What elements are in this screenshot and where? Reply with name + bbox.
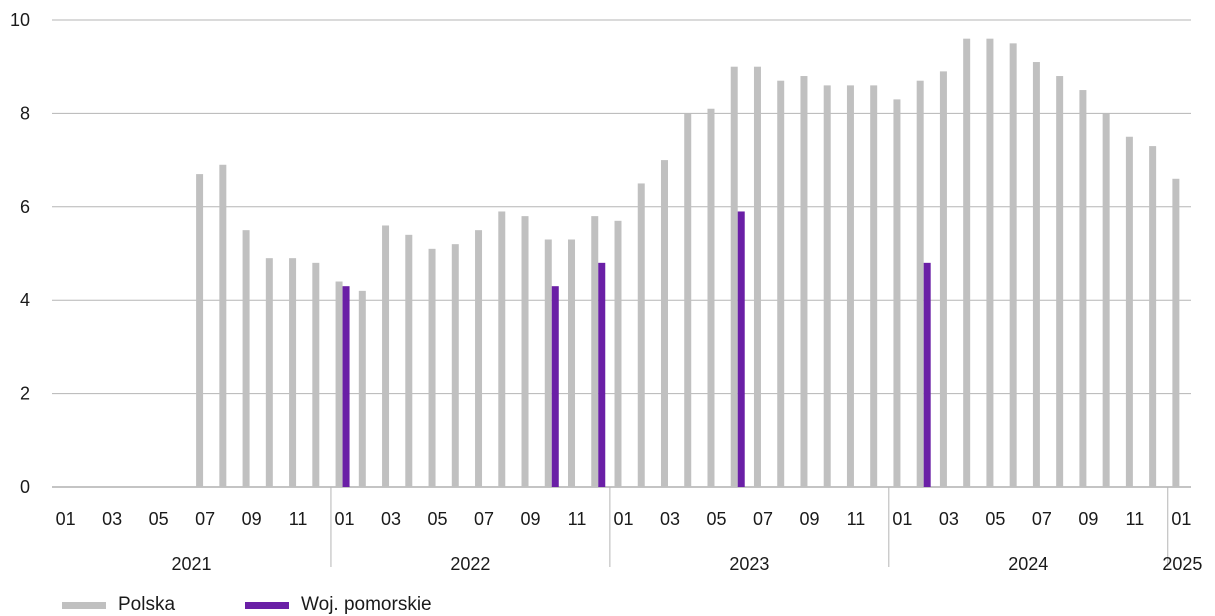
legend: Polska Woj. pomorskie — [62, 594, 432, 616]
bar-polska-44 — [1079, 90, 1087, 488]
bar-polska-24 — [614, 220, 622, 487]
x-tick-label-month: 11 — [1126, 509, 1145, 529]
bar-polska-18 — [475, 230, 483, 487]
bar-polska-14 — [382, 225, 390, 488]
bar-polska-9 — [265, 258, 273, 487]
bar-pomorskie-29 — [737, 211, 745, 487]
bar-polska-43 — [1056, 76, 1064, 487]
y-axis: 0 2 4 6 8 10 — [10, 10, 30, 497]
y-tick-label: 10 — [10, 10, 30, 30]
x-tick-label-year: 2023 — [729, 554, 769, 574]
x-tick-label-month: 07 — [1032, 509, 1052, 529]
x-tick-label-month: 05 — [985, 509, 1005, 529]
x-tick-label-month: 01 — [1171, 509, 1191, 529]
x-tick-label-month: 05 — [706, 509, 726, 529]
bar-polska-36 — [893, 99, 901, 487]
y-tick-label: 2 — [20, 384, 30, 404]
bar-pomorskie-12 — [342, 286, 350, 487]
bar-polska-22 — [568, 239, 576, 487]
bar-polska-29 — [730, 66, 738, 487]
x-tick-label-month: 05 — [428, 509, 448, 529]
x-tick-label-month: 01 — [892, 509, 912, 529]
legend-label-polska: Polska — [118, 594, 176, 615]
y-tick-label: 8 — [20, 103, 30, 123]
y-tick-label: 6 — [20, 197, 30, 217]
bar-polska-23 — [591, 216, 599, 487]
bar-polska-33 — [823, 85, 831, 487]
x-tick-label-month: 05 — [149, 509, 169, 529]
x-tick-label-month: 03 — [381, 509, 401, 529]
bar-polska-7 — [219, 164, 227, 487]
x-tick-label-month: 11 — [289, 509, 308, 529]
bar-pomorskie-37 — [923, 262, 931, 487]
legend-swatch-polska — [62, 601, 106, 609]
bar-polska-47 — [1149, 146, 1157, 487]
bar-polska-13 — [358, 290, 366, 487]
legend-swatch-pomorskie — [245, 601, 290, 609]
x-tick-label-month: 01 — [56, 509, 76, 529]
bar-polska-17 — [451, 244, 459, 487]
bar-polska-32 — [800, 76, 808, 487]
x-tick-label-year: 2021 — [171, 554, 211, 574]
bar-chart: 0 2 4 6 8 10 01 03 05 07 09 11 01 03 05 07 09 11 01 03 05 07… — [10, 10, 1202, 574]
legend-item-pomorskie: Woj. pomorskie — [245, 594, 432, 616]
bar-polska-8 — [242, 230, 250, 487]
bar-polska-10 — [289, 258, 297, 487]
y-tick-label: 4 — [20, 290, 30, 310]
x-tick-label-month: 09 — [242, 509, 262, 529]
x-tick-label-month: 11 — [568, 509, 587, 529]
bar-polska-27 — [684, 113, 692, 488]
x-tick-label-month: 07 — [753, 509, 773, 529]
bar-polska-46 — [1125, 136, 1133, 487]
bar-polska-45 — [1102, 113, 1110, 488]
x-tick-label-year: 2024 — [1008, 554, 1048, 574]
bar-polska-31 — [777, 80, 785, 488]
bar-polska-25 — [637, 183, 645, 487]
bar-polska-20 — [521, 216, 529, 487]
y-tick-label: 0 — [20, 477, 30, 497]
bar-polska-19 — [498, 211, 506, 487]
bar-polska-26 — [660, 160, 668, 487]
x-tick-label-year: 2022 — [450, 554, 490, 574]
x-tick-label-month: 09 — [521, 509, 541, 529]
bar-polska-40 — [986, 38, 994, 488]
bar-polska-30 — [753, 66, 761, 487]
bar-polska-6 — [196, 174, 204, 488]
x-tick-label-month: 09 — [1078, 509, 1098, 529]
bar-polska-38 — [939, 71, 947, 488]
bar-polska-35 — [870, 85, 878, 487]
bar-polska-16 — [428, 248, 436, 487]
legend-item-polska: Polska — [62, 594, 175, 616]
bars — [196, 38, 1180, 488]
x-tick-label-month: 07 — [195, 509, 215, 529]
bar-polska-21 — [544, 239, 552, 487]
bar-polska-42 — [1032, 62, 1040, 487]
bar-polska-39 — [963, 38, 971, 488]
x-tick-label-month: 03 — [102, 509, 122, 529]
bar-pomorskie-21 — [551, 286, 559, 487]
legend-label-pomorskie: Woj. pomorskie — [301, 594, 432, 615]
bar-polska-48 — [1172, 178, 1180, 487]
bar-polska-28 — [707, 108, 715, 487]
x-tick-label-month: 11 — [847, 509, 866, 529]
bar-polska-37 — [916, 80, 924, 488]
x-tick-label-month: 09 — [799, 509, 819, 529]
x-tick-label-month: 01 — [613, 509, 633, 529]
bar-polska-41 — [1009, 43, 1017, 487]
x-tick-label-month: 03 — [660, 509, 680, 529]
bar-polska-15 — [405, 234, 413, 487]
x-axis: 01 03 05 07 09 11 01 03 05 07 09 11 01 03 05 07 09 11 01 03… — [56, 487, 1202, 574]
bar-polska-12 — [335, 281, 343, 487]
x-tick-label-month: 07 — [474, 509, 494, 529]
x-tick-label-month: 03 — [939, 509, 959, 529]
bar-polska-11 — [312, 262, 320, 487]
x-tick-label-month: 01 — [335, 509, 355, 529]
bar-polska-34 — [846, 85, 854, 487]
x-tick-label-year: 2025 — [1162, 554, 1202, 574]
bar-pomorskie-23 — [598, 262, 606, 487]
